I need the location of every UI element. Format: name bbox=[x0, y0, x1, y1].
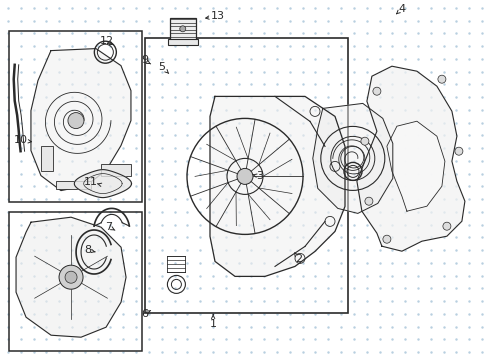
Circle shape bbox=[68, 113, 84, 129]
Circle shape bbox=[237, 168, 253, 184]
Circle shape bbox=[455, 147, 463, 155]
Circle shape bbox=[365, 197, 373, 205]
Circle shape bbox=[65, 271, 77, 283]
Text: 8: 8 bbox=[85, 245, 92, 255]
Text: 3: 3 bbox=[256, 171, 263, 181]
Polygon shape bbox=[74, 170, 131, 198]
Bar bbox=[56, 181, 91, 189]
Circle shape bbox=[383, 235, 391, 243]
Bar bbox=[9, 31, 142, 202]
Bar bbox=[170, 18, 196, 40]
Polygon shape bbox=[387, 121, 445, 211]
Text: 13: 13 bbox=[211, 11, 225, 21]
Bar bbox=[41, 145, 53, 171]
Text: 1: 1 bbox=[210, 319, 217, 329]
Circle shape bbox=[438, 75, 446, 83]
Circle shape bbox=[443, 222, 451, 230]
Circle shape bbox=[373, 87, 381, 95]
Text: 9: 9 bbox=[141, 55, 148, 66]
Text: 12: 12 bbox=[100, 36, 114, 46]
Bar bbox=[101, 163, 131, 176]
Text: 10: 10 bbox=[14, 135, 27, 145]
Text: 7: 7 bbox=[105, 222, 112, 232]
Polygon shape bbox=[210, 96, 345, 276]
Circle shape bbox=[59, 265, 83, 289]
Circle shape bbox=[180, 26, 186, 32]
Text: 6: 6 bbox=[141, 309, 148, 319]
Text: 11: 11 bbox=[84, 177, 98, 187]
Text: 5: 5 bbox=[158, 62, 165, 72]
Text: 2: 2 bbox=[295, 254, 302, 264]
Polygon shape bbox=[313, 103, 393, 213]
Polygon shape bbox=[16, 217, 126, 337]
Polygon shape bbox=[357, 66, 465, 251]
Bar bbox=[145, 38, 348, 313]
Bar bbox=[9, 212, 142, 351]
Polygon shape bbox=[31, 49, 131, 190]
Bar bbox=[168, 39, 198, 45]
Text: 4: 4 bbox=[398, 4, 405, 14]
Circle shape bbox=[361, 137, 369, 145]
